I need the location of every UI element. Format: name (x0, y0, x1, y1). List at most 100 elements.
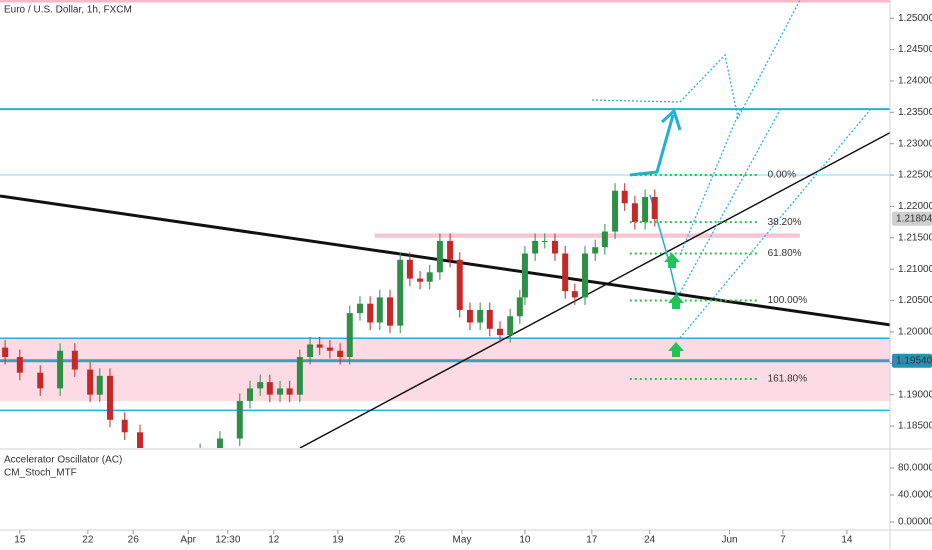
candle-body (532, 240, 539, 254)
candle-body (406, 259, 413, 279)
indicator-label: Accelerator Oscillator (AC) (4, 455, 122, 466)
x-tick-label: 17 (586, 535, 598, 546)
candle-body (356, 303, 363, 314)
trend-line (0, 194, 890, 327)
fib-label: 61.80% (768, 248, 802, 259)
x-tick-label: 7 (780, 535, 786, 546)
y-tick-label: 1.25000 (898, 13, 932, 24)
candle-body (286, 388, 293, 395)
x-tick-label: 14 (841, 535, 853, 546)
price-label: 1.21804 (896, 213, 932, 224)
chart-title: Euro / U.S. Dollar, 1h, FXCM (4, 5, 132, 16)
y-tick-label: 1.21000 (898, 264, 932, 275)
y-tick-label: 1.23000 (898, 138, 932, 149)
y-tick-label: 1.18500 (898, 421, 932, 432)
x-tick-label: Jun (722, 535, 738, 546)
x-tick-label: 19 (332, 535, 344, 546)
candle-body (496, 328, 503, 336)
candle-body (486, 309, 493, 329)
candle-body (456, 259, 463, 310)
candle-body (507, 316, 514, 336)
candle-body (367, 303, 374, 323)
y-tick-label: 40.00000 (898, 490, 932, 501)
y-tick-label: 1.22000 (898, 201, 932, 212)
y-tick-label: 1.24000 (898, 76, 932, 87)
candle-body (257, 382, 264, 389)
candle-body (57, 350, 64, 389)
candle-body (417, 278, 424, 282)
candle-body (337, 350, 344, 358)
x-tick-label: 12 (268, 535, 280, 546)
fib-label: 100.00% (768, 295, 808, 306)
candle-body (326, 347, 333, 351)
candle-body (551, 240, 558, 254)
x-tick-label: 24 (644, 535, 656, 546)
zone (0, 338, 890, 401)
candle-body (612, 190, 619, 232)
candle-body (137, 432, 144, 448)
x-tick-label: 26 (394, 535, 406, 546)
candle-body (96, 375, 103, 395)
candle-body (631, 203, 638, 223)
candle-body (651, 197, 658, 219)
price-label-box (892, 353, 932, 368)
candle-body (16, 357, 23, 373)
candle-body (346, 313, 353, 358)
x-tick-label: 12:30 (215, 535, 240, 546)
candle-body (236, 400, 243, 439)
candle-body (307, 344, 314, 358)
x-tick-label: May (453, 535, 472, 546)
candle-body (516, 297, 523, 317)
x-tick-label: 10 (519, 535, 531, 546)
y-tick-label: 80.00000 (898, 463, 932, 474)
y-tick-label: 1.23500 (898, 107, 932, 118)
candle-body (296, 357, 303, 395)
candle-body (246, 388, 253, 401)
y-tick-label: 1.19000 (898, 389, 932, 400)
arrow-head (660, 108, 682, 131)
trend-line (299, 131, 890, 448)
candle-body (266, 382, 273, 395)
candle-body (121, 419, 128, 433)
candle-body (447, 240, 454, 260)
candle-body (521, 253, 528, 298)
candle-body (2, 347, 9, 358)
y-tick-label: 0.00000 (898, 517, 932, 528)
zone (374, 233, 800, 238)
candle-body (106, 375, 113, 420)
price-label: 1.19540 (896, 355, 932, 366)
x-tick-label: 15 (14, 535, 26, 546)
candle-body (621, 190, 628, 204)
candle-body (562, 253, 569, 292)
zone (0, 0, 890, 3)
y-tick-label: 1.24500 (898, 44, 932, 55)
candle-body (387, 297, 394, 326)
candle-body (592, 247, 599, 254)
candle-body (87, 369, 94, 395)
x-tick-label: 22 (82, 535, 94, 546)
candle-body (466, 309, 473, 323)
price-label-box (892, 211, 932, 226)
candle-body (316, 344, 323, 348)
fib-label: 38.20% (768, 217, 802, 228)
candle-body (436, 240, 443, 273)
x-tick-label: Apr (180, 535, 196, 546)
fib-label: 161.80% (768, 374, 808, 385)
candle-body (571, 291, 578, 298)
candle-body (216, 438, 223, 448)
y-tick-label: 1.21500 (898, 232, 932, 243)
candle-body (376, 297, 383, 323)
candle-body (642, 197, 649, 223)
y-tick-label: 1.22500 (898, 170, 932, 181)
y-tick-label: 1.20000 (898, 327, 932, 338)
candle-body (71, 350, 78, 370)
y-tick-label: 1.20500 (898, 295, 932, 306)
candle-body (601, 231, 608, 248)
candle-body (582, 253, 589, 298)
candle-body (397, 259, 404, 326)
candle-body (477, 309, 484, 323)
arrow (629, 114, 675, 177)
candle-body (37, 372, 44, 389)
